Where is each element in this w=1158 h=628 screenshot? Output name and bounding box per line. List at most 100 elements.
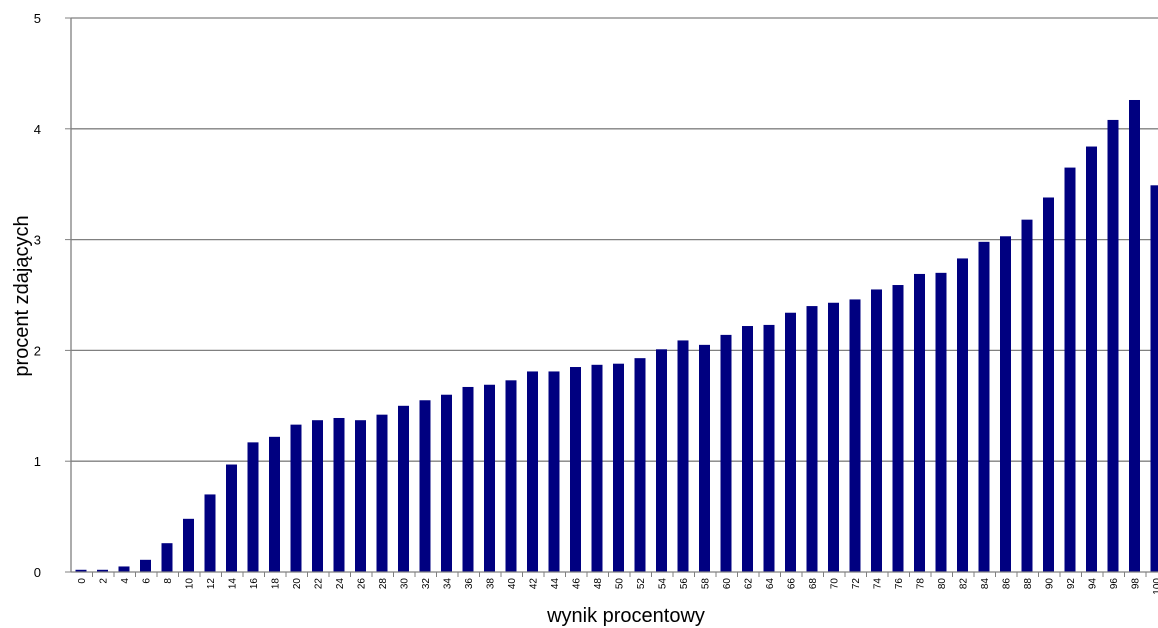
y-tick-labels: 0 1 2 3 4 5 xyxy=(34,11,41,580)
axes xyxy=(65,17,1158,577)
bar xyxy=(849,299,861,572)
bar xyxy=(441,394,452,572)
bar xyxy=(376,414,388,572)
x-tick-label: 0 xyxy=(77,578,88,584)
y-tick-label: 5 xyxy=(34,11,41,26)
x-tick-label: 88 xyxy=(1023,578,1034,590)
x-tick-label: 20 xyxy=(292,578,303,590)
bar xyxy=(828,302,839,572)
x-tick-label: 28 xyxy=(378,578,389,590)
bar xyxy=(484,384,495,572)
bar xyxy=(699,344,710,572)
y-tick-label: 0 xyxy=(34,565,41,580)
bar xyxy=(247,442,259,572)
bar xyxy=(613,363,624,572)
bar xyxy=(1043,197,1054,572)
x-tick-label: 74 xyxy=(873,578,884,590)
bar xyxy=(978,241,990,573)
x-tick-label: 96 xyxy=(1109,578,1120,590)
bar xyxy=(161,543,173,572)
x-tick-label: 50 xyxy=(615,578,626,590)
bar xyxy=(656,349,667,572)
x-tick-label: 90 xyxy=(1045,578,1056,590)
x-tick-label: 44 xyxy=(550,578,561,590)
bar xyxy=(269,436,280,572)
x-tick-label: 42 xyxy=(529,578,540,590)
bar xyxy=(462,386,474,572)
bar xyxy=(398,405,409,572)
x-tick-label: 52 xyxy=(636,578,647,590)
x-tick-label: 30 xyxy=(400,578,411,590)
bar xyxy=(548,371,560,572)
bar xyxy=(1150,185,1158,573)
x-tick-label: 78 xyxy=(916,578,927,590)
bar xyxy=(1086,146,1097,572)
x-tick-label: 54 xyxy=(658,578,669,590)
x-tick-label: 24 xyxy=(335,578,346,590)
bar xyxy=(419,400,431,572)
bar xyxy=(892,285,904,572)
x-tick-label: 38 xyxy=(486,578,497,590)
bar xyxy=(785,312,796,572)
bar xyxy=(505,380,517,572)
bar xyxy=(355,420,366,572)
x-tick-label: 62 xyxy=(744,578,755,590)
x-tick-label: 98 xyxy=(1131,578,1142,590)
bar xyxy=(118,566,130,572)
x-tick-label: 18 xyxy=(271,578,282,590)
x-tick-label: 26 xyxy=(357,578,368,590)
x-tick-label: 82 xyxy=(959,578,970,590)
x-tick-label: 36 xyxy=(464,578,475,590)
x-tick-label: 32 xyxy=(421,578,432,590)
bar xyxy=(1000,236,1011,572)
bar xyxy=(140,559,151,572)
x-tick-label: 84 xyxy=(980,578,991,590)
bar xyxy=(333,417,345,572)
bar xyxy=(1107,119,1119,572)
x-tick-label: 40 xyxy=(507,578,518,590)
bar xyxy=(720,334,732,572)
x-tick-label: 8 xyxy=(163,578,174,584)
x-tick-label: 12 xyxy=(206,578,217,590)
bar xyxy=(183,518,194,572)
x-tick-label: 48 xyxy=(593,578,604,590)
bar xyxy=(570,367,581,572)
x-tick-label: 60 xyxy=(722,578,733,590)
bar xyxy=(527,371,538,572)
x-tick-label: 100 xyxy=(1152,578,1158,595)
x-tick-label: 34 xyxy=(443,578,454,590)
bar xyxy=(742,326,753,572)
bar xyxy=(75,569,87,572)
x-tick-label: 22 xyxy=(314,578,325,590)
bar xyxy=(763,324,775,572)
x-tick-label: 70 xyxy=(830,578,841,590)
bar xyxy=(204,494,216,572)
y-tick-label: 1 xyxy=(34,454,41,469)
bar xyxy=(677,340,689,572)
gridlines xyxy=(71,17,1158,462)
bar xyxy=(312,420,323,572)
x-tick-label: 80 xyxy=(937,578,948,590)
x-tick-label: 72 xyxy=(851,578,862,590)
x-tick-label: 16 xyxy=(249,578,260,590)
bars xyxy=(75,99,1158,573)
bar xyxy=(591,364,603,572)
bar xyxy=(1021,219,1033,572)
x-tick-label: 4 xyxy=(120,578,131,584)
x-tick-label: 66 xyxy=(787,578,798,590)
bar xyxy=(97,569,108,572)
x-tick-label: 56 xyxy=(679,578,690,590)
x-tick-label: 86 xyxy=(1002,578,1013,590)
y-tick-label: 2 xyxy=(34,343,41,358)
bar xyxy=(1129,99,1140,572)
x-tick-labels: 0 2 4 6 8 10 12 14 16 18 20 22 24 26 28 30 32 34 36 38 40 42 4… xyxy=(77,578,1158,595)
y-tick-label: 4 xyxy=(34,122,41,137)
x-tick-label: 46 xyxy=(572,578,583,590)
y-tick-label: 3 xyxy=(34,233,41,248)
x-tick-label: 14 xyxy=(228,578,239,590)
bar xyxy=(914,273,925,572)
bar xyxy=(957,258,968,572)
x-tick-label: 68 xyxy=(808,578,819,590)
bar xyxy=(290,424,302,572)
